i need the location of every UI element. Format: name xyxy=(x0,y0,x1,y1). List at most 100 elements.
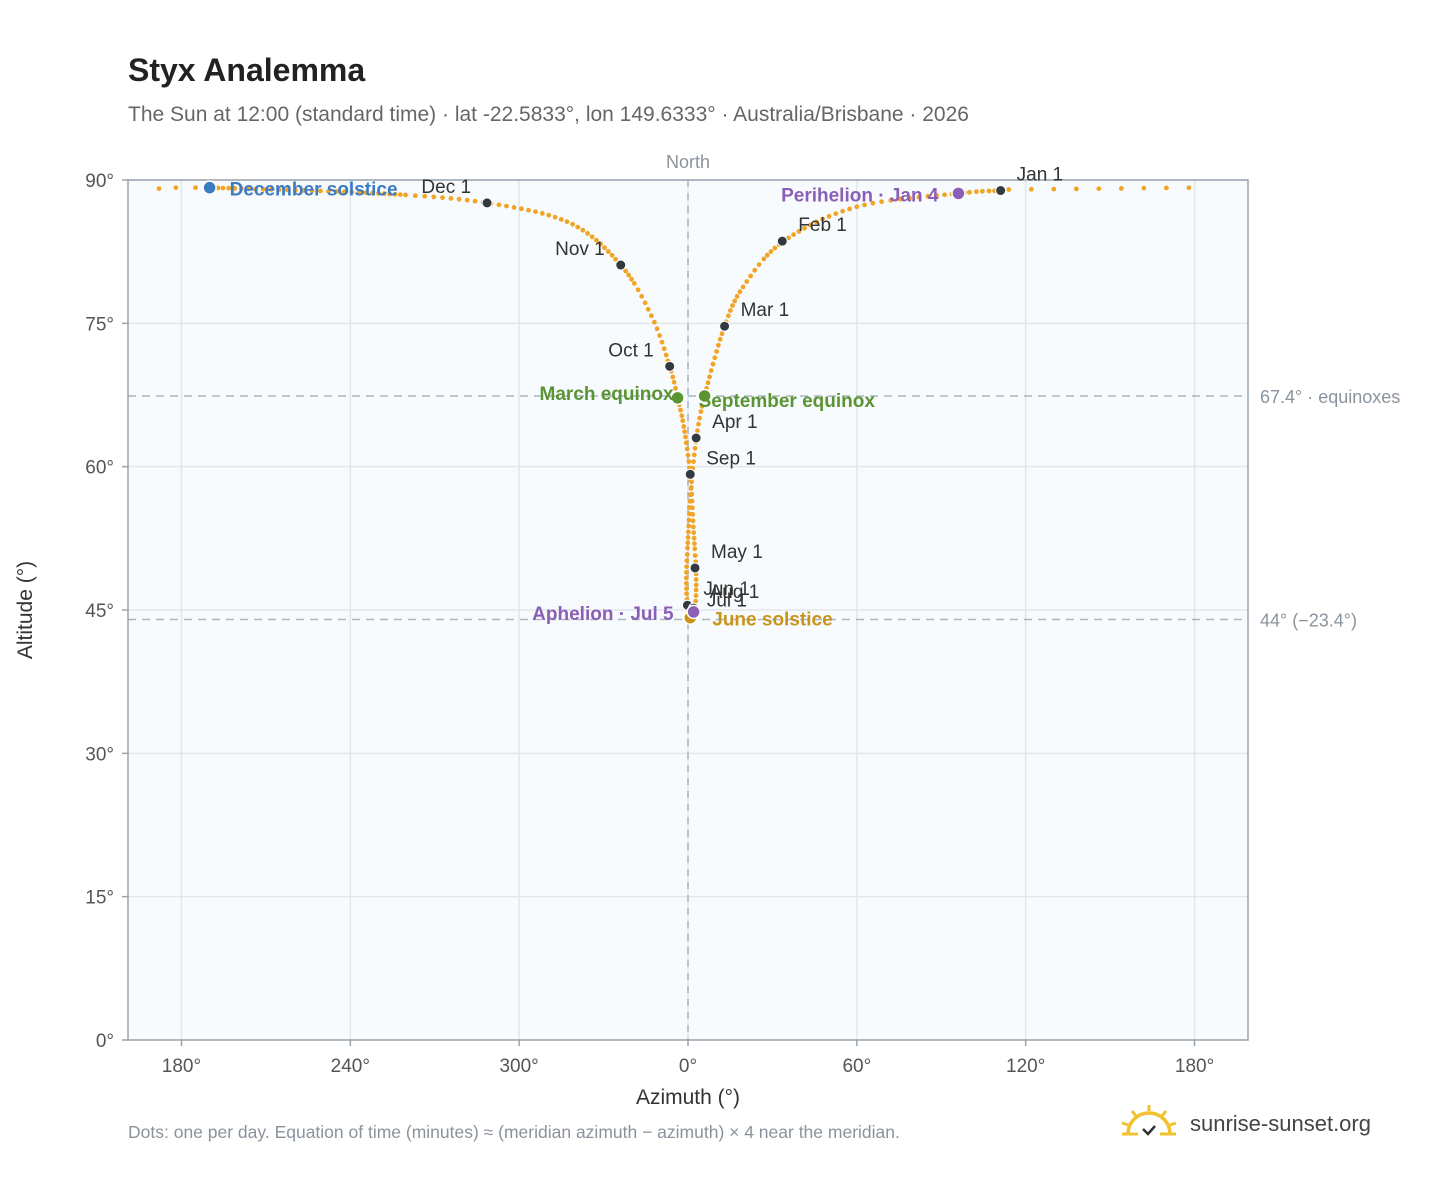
chart-title: Styx Analemma xyxy=(128,52,366,88)
x-tick-label: 60° xyxy=(842,1056,871,1077)
day-dot xyxy=(564,219,570,225)
day-dot xyxy=(268,187,274,192)
day-dot xyxy=(683,581,689,586)
event-marker xyxy=(670,390,685,406)
day-dot xyxy=(934,193,939,198)
day-dot xyxy=(511,205,517,210)
month-marker xyxy=(615,259,627,271)
north-label: North xyxy=(666,152,710,172)
day-dot xyxy=(768,249,774,254)
day-dot xyxy=(847,206,852,212)
day-dot xyxy=(448,196,454,201)
day-dot xyxy=(681,424,687,429)
y-tick-label: 30° xyxy=(85,744,114,765)
day-dot xyxy=(575,224,581,230)
day-dot xyxy=(440,195,445,201)
day-dot xyxy=(734,294,740,299)
day-dot xyxy=(772,245,778,251)
y-axis-title: Altitude (°) xyxy=(14,561,37,659)
day-dot xyxy=(392,191,398,197)
month-label: Nov 1 xyxy=(555,239,605,260)
month-label: Dec 1 xyxy=(421,177,471,198)
day-dot xyxy=(657,333,662,338)
day-dot xyxy=(533,209,538,215)
day-dot xyxy=(683,575,689,581)
day-dot xyxy=(740,284,746,290)
day-dot xyxy=(840,208,845,214)
day-dot xyxy=(661,346,667,352)
month-label: Jul 1 xyxy=(707,591,747,612)
day-dot xyxy=(496,202,502,208)
day-dot xyxy=(692,445,698,451)
day-dot xyxy=(752,267,758,273)
reference-line-label: 44° (−23.4°) xyxy=(1260,611,1357,631)
chart-subtitle: The Sun at 12:00 (standard time) · lat -… xyxy=(128,103,969,126)
day-dot xyxy=(980,188,985,194)
day-dot xyxy=(253,186,258,192)
day-dot xyxy=(744,279,750,284)
day-dot xyxy=(686,459,692,464)
day-dot xyxy=(684,591,689,597)
x-tick-label: 120° xyxy=(1006,1056,1045,1077)
day-dot xyxy=(605,249,611,254)
day-dot xyxy=(387,191,393,197)
day-dot xyxy=(1141,185,1147,191)
brand-name: sunrise-sunset.org xyxy=(1190,1111,1371,1136)
month-marker xyxy=(995,185,1007,197)
day-dot xyxy=(689,498,695,504)
month-label: Feb 1 xyxy=(798,215,847,236)
month-marker xyxy=(690,432,702,444)
day-dot xyxy=(791,232,796,238)
day-dot xyxy=(260,186,266,192)
event-marker xyxy=(697,388,712,404)
day-dot xyxy=(683,440,689,446)
day-dot xyxy=(685,540,691,546)
day-dot xyxy=(925,193,931,199)
day-dot xyxy=(639,293,645,299)
day-dot xyxy=(692,541,697,546)
day-dot xyxy=(690,518,696,524)
day-dot xyxy=(698,409,704,414)
day-dot xyxy=(737,289,743,295)
brand[interactable]: sunrise-sunset.org xyxy=(1120,1104,1371,1144)
footnote: Dots: one per day. Equation of time (min… xyxy=(128,1122,900,1142)
x-tick-label: 180° xyxy=(162,1056,201,1077)
day-dot xyxy=(1073,186,1079,192)
day-dot xyxy=(862,202,867,208)
day-dot xyxy=(598,241,603,247)
day-dot xyxy=(1186,185,1192,191)
day-dot xyxy=(714,349,719,354)
day-dot xyxy=(397,192,403,198)
day-dot xyxy=(431,194,437,200)
day-dot xyxy=(689,491,695,497)
day-dot xyxy=(1006,187,1012,192)
day-dot xyxy=(688,485,694,490)
day-dot xyxy=(707,374,712,380)
day-dot xyxy=(635,287,641,293)
y-tick-label: 0° xyxy=(96,1031,114,1052)
day-dot xyxy=(690,512,696,517)
y-tick-label: 15° xyxy=(85,888,114,909)
day-dot xyxy=(730,303,735,308)
day-dot xyxy=(764,252,770,258)
day-dot xyxy=(826,213,832,219)
day-dot xyxy=(761,256,767,262)
day-dot xyxy=(712,355,718,361)
day-dot xyxy=(693,582,699,588)
event-marker xyxy=(951,186,966,201)
day-dot xyxy=(539,211,545,216)
day-dot xyxy=(686,517,692,523)
day-dot xyxy=(370,190,375,196)
day-dot xyxy=(472,198,478,204)
day-dot xyxy=(341,189,347,195)
day-dot xyxy=(526,207,531,213)
day-dot xyxy=(684,558,690,564)
day-dot xyxy=(349,189,355,195)
day-dot xyxy=(705,380,711,386)
day-dot xyxy=(422,193,428,199)
day-dot xyxy=(879,199,884,205)
month-label: Jun 1 xyxy=(703,579,749,600)
month-label: Sep 1 xyxy=(706,448,756,469)
event-label: March equinox xyxy=(540,384,675,405)
